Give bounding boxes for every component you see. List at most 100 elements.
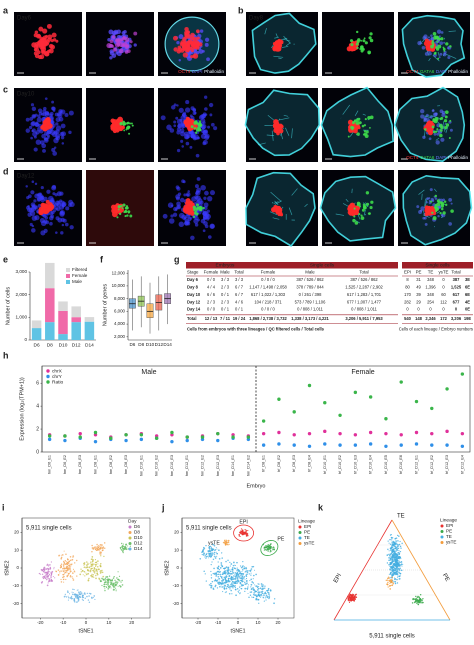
annotation: 5,911 single cells [26,526,72,532]
stain-spot [420,114,425,119]
stain-spot [178,59,181,62]
stain-spot [225,587,228,590]
stain-spot [399,540,401,543]
data-point [261,431,266,436]
stain-spot [185,100,190,105]
panel-letter: c [3,84,8,94]
stain-spot [200,184,206,191]
stain-spot [420,109,425,114]
stain-spot [232,561,235,564]
stain-spot [363,37,366,40]
stain-spot [362,39,366,43]
stain-spot [194,111,197,115]
stain-spot [32,114,36,118]
day-label: Day8 [249,16,264,22]
data-point [368,395,373,399]
x-tick-label: hm_D14_E2 [246,455,250,476]
stain-spot [35,139,42,145]
stain-spot [70,563,72,566]
stain-spot [206,209,210,213]
legend-swatch [440,541,444,544]
stain-spot [59,191,64,196]
stain-spot [195,153,200,158]
table-column-header: Male [305,270,315,275]
stain-spot [253,592,255,594]
stain-spot [203,196,207,200]
bar-segment [71,306,81,318]
stain-spot [252,596,255,599]
stain-spot [254,569,256,571]
stain-spot [173,103,177,107]
bar-segment [45,322,55,340]
stain-spot [53,568,55,570]
stain-spot [47,134,51,138]
stain-spot [104,577,107,580]
stain-spot [232,578,234,581]
stain-spot [62,567,64,570]
stain-spot [78,595,81,598]
stain-spot [203,546,205,549]
stain-spot [43,131,48,136]
stain-spot [226,580,228,582]
table-cell: 80 [405,284,410,289]
stain-spot [52,109,56,112]
stain-spot [112,47,118,52]
stain-spot [103,585,105,587]
stain-spot [123,30,127,34]
cluster-label: EPI [239,519,247,525]
stain-spot [420,598,422,600]
membrane-fiber [304,203,308,208]
stain-spot [396,540,398,542]
table-cell: 39 [416,292,421,297]
table-cell: 0 / 1 [235,307,244,312]
membrane-fiber [364,213,367,216]
stain-spot [177,123,182,128]
stain-spot [397,544,399,546]
stain-spot [98,546,100,549]
stain-spot [91,556,94,558]
stain-spot [27,212,32,217]
stain-spot [273,119,279,125]
stain-spot [268,595,271,597]
stain-spot [28,125,33,130]
stain-spot [394,538,396,540]
stain-spot [88,601,91,603]
stain-spot [77,597,80,599]
stain-spot [397,555,400,558]
stain-spot [41,570,43,572]
stain-spot [392,567,394,569]
stain-spot [214,578,216,580]
stain-spot [100,553,102,555]
stain-spot [364,118,367,121]
table-cell: 0 / 0 [207,307,216,312]
stain-spot [94,559,97,561]
stain-spot [224,584,226,586]
stain-spot [217,575,220,578]
bar-segment [31,328,42,340]
stain-spot [432,130,436,134]
data-point [353,390,358,395]
stain-spot [213,567,215,570]
stain-spot [123,548,125,550]
y-tick-label: 0 [36,449,39,455]
stain-spot [49,129,56,136]
stain-spot [31,224,35,228]
stain-spot [236,561,238,564]
stain-spot [432,43,435,47]
stain-spot [391,543,393,545]
stain-spot [192,107,197,112]
stain-spot [227,578,230,580]
stain-spot [223,541,226,544]
stain-spot [124,546,126,549]
stain-spot [392,553,395,555]
cluster-outline [233,524,255,542]
stain-spot [445,203,448,207]
stain-spot [271,547,273,549]
stain-spot [388,577,390,579]
stain-spot [104,588,106,590]
stain-spot [241,532,244,534]
stain-spot [258,586,260,588]
stain-spot [61,202,67,208]
stain-spot [74,601,76,603]
stain-spot [94,598,96,601]
